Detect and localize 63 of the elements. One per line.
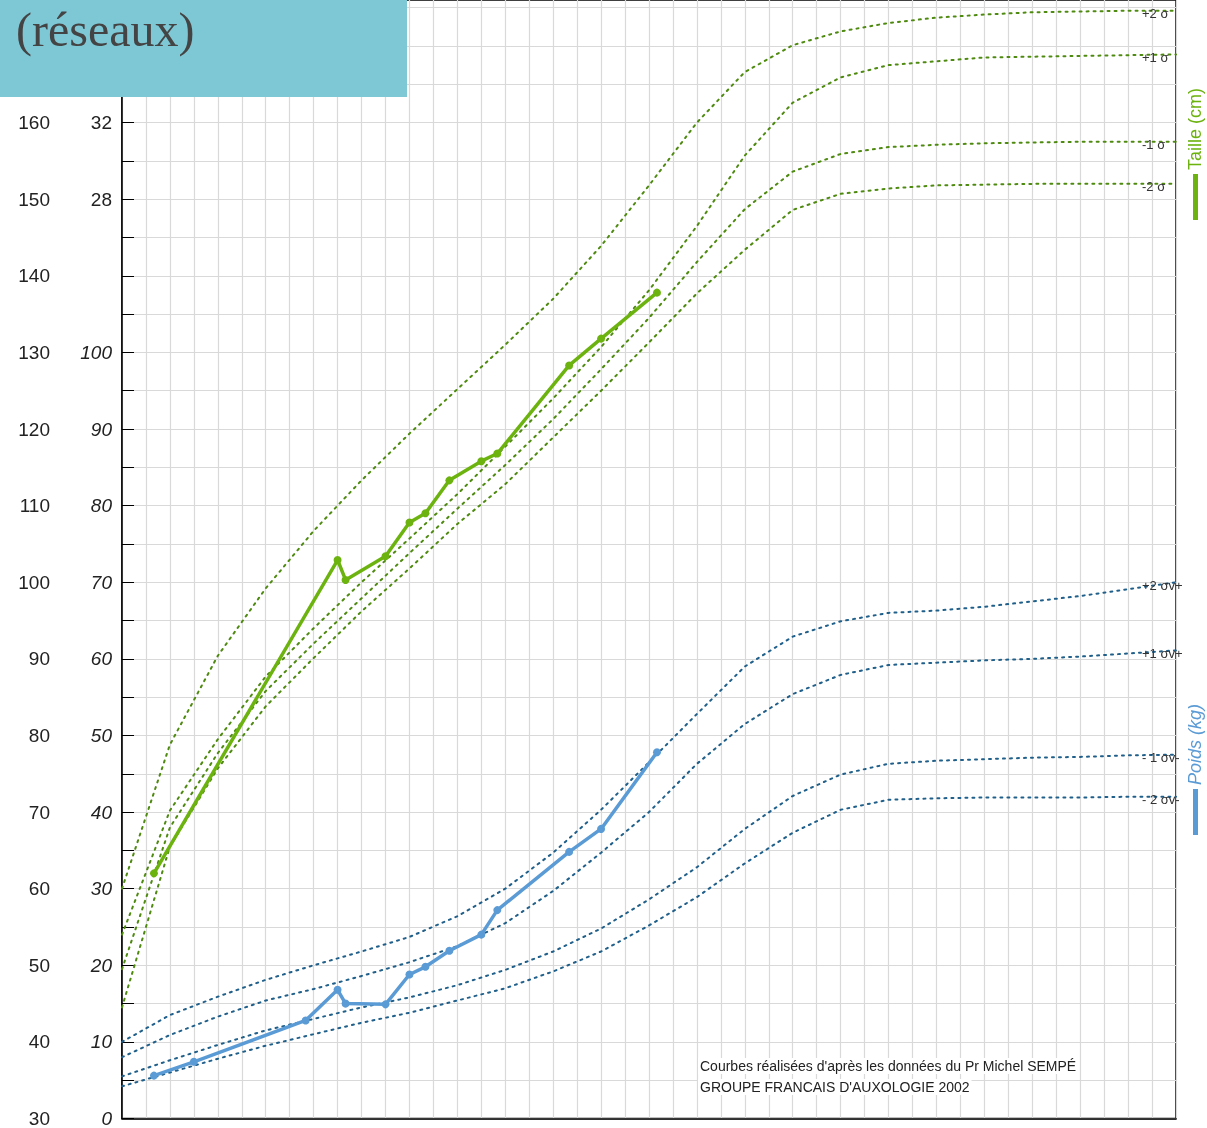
point [149, 1071, 158, 1080]
annotation: Courbes réalisées d'après les données du Pr Michel SEMPÉ [700, 1058, 1077, 1074]
point [341, 999, 350, 1008]
point [333, 985, 342, 994]
point [565, 361, 574, 370]
y-tick-label: 110 [19, 495, 50, 517]
y2-tick-label: 50 [90, 724, 113, 746]
y-tick-label: 60 [28, 878, 50, 900]
y-tick-label: 30 [28, 1108, 50, 1128]
chart-title: (réseaux) [16, 2, 195, 57]
y2-tick-label: 60 [90, 648, 113, 670]
series-label: -1 σ [1142, 137, 1166, 153]
point [149, 869, 158, 878]
y-tick-label: 40 [28, 1031, 50, 1053]
y-tick-label: 50 [28, 954, 50, 976]
point [381, 552, 390, 561]
point [421, 962, 430, 971]
y-tick-label: 120 [18, 418, 50, 440]
point [597, 334, 606, 343]
point [301, 1016, 310, 1025]
point [405, 970, 414, 979]
point [421, 509, 430, 518]
y-tick-label: 100 [18, 571, 50, 593]
point [652, 288, 661, 297]
series-label: +2 σ [1142, 6, 1169, 22]
y-tick-label: 80 [28, 724, 50, 746]
y-tick-label: 150 [18, 188, 50, 210]
y2-tick-label: 100 [80, 341, 113, 363]
y2-tick-label: 90 [90, 418, 113, 440]
y-tick-label: 140 [18, 265, 50, 287]
point [189, 1057, 198, 1066]
y2-tick-label: 10 [90, 1031, 113, 1053]
y2-tick-label: 80 [90, 495, 113, 517]
point [565, 847, 574, 856]
series-label: +1 σ [1142, 49, 1169, 65]
text: Taille (cm) [1184, 87, 1206, 170]
text: Poids (kg) [1184, 703, 1206, 785]
point [493, 449, 502, 458]
y2-tick-label: 20 [89, 954, 113, 976]
annotation: GROUPE FRANCAIS D'AUXOLOGIE 2002 [700, 1079, 970, 1095]
y2-tick-label: 70 [90, 571, 113, 593]
y2-tick-label: 30 [90, 878, 113, 900]
series-label: -2 σ [1142, 179, 1166, 195]
point [477, 457, 486, 466]
y2-tick-label: 0 [101, 1108, 113, 1128]
y-tick-label: 160 [18, 112, 50, 134]
point [381, 1000, 390, 1009]
y3-tick-label: 28 [90, 188, 112, 210]
point [341, 575, 350, 584]
point [597, 824, 606, 833]
point [445, 476, 454, 485]
y-tick-label: 70 [28, 801, 50, 823]
point [477, 930, 486, 939]
y2-tick-label: 40 [90, 801, 113, 823]
y-tick-label: 130 [18, 341, 50, 363]
point [405, 518, 414, 527]
line-series [121, 753, 1177, 1078]
y-tick-label: 90 [28, 648, 50, 670]
header-banner: (réseaux) [0, 0, 407, 97]
point [652, 748, 661, 757]
y3-tick-label: 32 [90, 112, 112, 134]
point [445, 946, 454, 955]
point [493, 906, 502, 915]
